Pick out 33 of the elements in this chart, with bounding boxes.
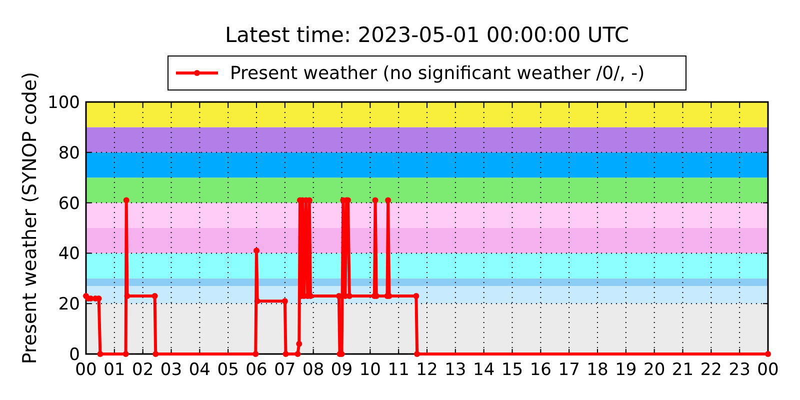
y-tick-label: 40 (58, 244, 80, 264)
x-tick-label: 17 (558, 360, 580, 380)
x-tick-label: 14 (473, 360, 495, 380)
y-axis-title: Present weather (SYNOP code) (19, 72, 41, 364)
legend-label: Present weather (no significant weather /0/, -) (230, 63, 645, 84)
y-tick-label: 60 (58, 194, 80, 214)
y-tick-label: 80 (58, 143, 80, 164)
x-tick-label: 16 (530, 360, 552, 380)
x-tick-label: 11 (388, 360, 410, 380)
x-tick-label: 02 (132, 360, 154, 380)
x-tick-label: 00 (75, 360, 97, 380)
x-tick-label: 08 (302, 360, 324, 380)
x-tick-label: 18 (586, 360, 608, 380)
x-tick-label: 20 (644, 360, 666, 380)
x-tick-label: 10 (359, 360, 381, 380)
x-tick-label: 05 (217, 360, 239, 380)
chart-title: Latest time: 2023-05-01 00:00:00 UTC (224, 23, 630, 47)
x-tick-label: 15 (501, 360, 524, 380)
x-tick-label: 06 (246, 360, 268, 380)
y-tick-label: 20 (58, 294, 80, 315)
x-tick-label: 23 (728, 360, 750, 380)
x-tick-label: 07 (274, 360, 296, 380)
x-tick-label: 13 (444, 360, 466, 380)
x-tick-label: 21 (672, 360, 694, 380)
y-tick-label: 100 (48, 93, 80, 113)
x-tick-label: 01 (104, 360, 126, 380)
x-tick-label: 19 (615, 360, 637, 380)
x-tick-label: 09 (330, 360, 353, 380)
x-tick-label: 12 (416, 360, 438, 380)
x-tick-label: 03 (160, 360, 182, 380)
x-tick-label: 00 (757, 360, 779, 380)
x-tick-label: 04 (188, 360, 210, 380)
x-tick-label: 22 (700, 360, 722, 380)
